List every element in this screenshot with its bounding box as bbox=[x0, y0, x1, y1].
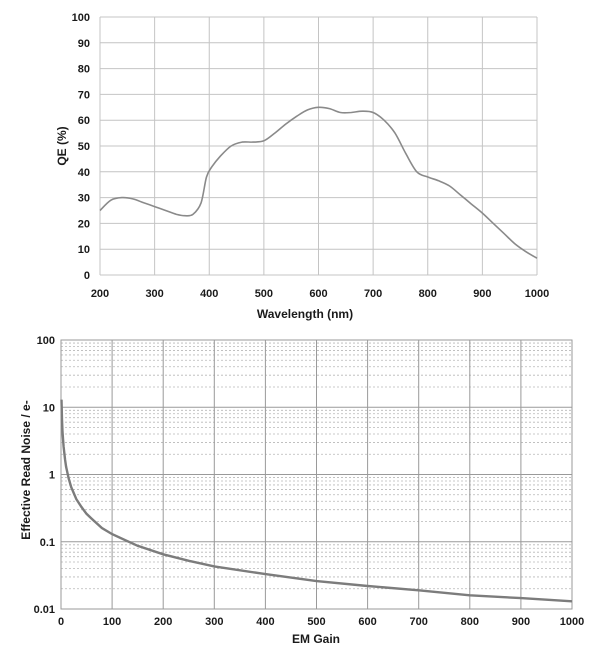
noise-x-tick-label: 600 bbox=[358, 616, 376, 628]
qe-x-tick-label: 700 bbox=[364, 288, 382, 300]
noise-y-tick-label: 1 bbox=[49, 470, 55, 482]
qe-grid bbox=[99, 16, 538, 276]
noise-y-tick-label: 100 bbox=[37, 335, 55, 347]
qe-x-tick-label: 400 bbox=[200, 288, 218, 300]
qe-x-tick-label: 300 bbox=[145, 288, 163, 300]
qe-x-tick-label: 200 bbox=[91, 288, 109, 300]
qe-y-axis-title: QE (%) bbox=[55, 126, 69, 165]
qe-x-tick-label: 1000 bbox=[525, 288, 549, 300]
noise-x-tick-label: 300 bbox=[205, 616, 223, 628]
qe-y-tick-label: 70 bbox=[78, 89, 90, 101]
noise-curve bbox=[60, 399, 573, 603]
qe-x-tick-label: 800 bbox=[419, 288, 437, 300]
noise-y-tick-label: 0.1 bbox=[40, 537, 55, 549]
noise-x-tick-label: 100 bbox=[103, 616, 121, 628]
qe-y-tick-label: 0 bbox=[84, 270, 90, 282]
qe-x-tick-label: 500 bbox=[255, 288, 273, 300]
noise-x-tick-label: 200 bbox=[154, 616, 172, 628]
qe-y-tick-label: 100 bbox=[72, 12, 90, 24]
noise-y-tick-labels: 0.01 0.1 1 10 100 bbox=[34, 335, 55, 616]
noise-x-tick-label: 500 bbox=[307, 616, 325, 628]
qe-y-tick-label: 20 bbox=[78, 218, 90, 230]
noise-x-tick-label: 900 bbox=[512, 616, 530, 628]
noise-x-axis-title: EM Gain bbox=[292, 632, 340, 646]
qe-y-tick-labels: 0 10 20 30 40 50 60 70 80 90 100 bbox=[72, 12, 90, 282]
noise-x-tick-label: 0 bbox=[58, 616, 64, 628]
noise-x-tick-label: 700 bbox=[410, 616, 428, 628]
qe-chart: 0 10 20 30 40 50 60 70 80 90 100 200 300 400 500 600 70… bbox=[55, 12, 549, 321]
noise-chart: 0.01 0.1 1 10 100 0 100 200 300 400 500 600 700 800 9… bbox=[19, 335, 584, 646]
qe-y-tick-label: 40 bbox=[78, 167, 90, 179]
qe-y-tick-label: 80 bbox=[78, 64, 90, 76]
qe-x-tick-label: 900 bbox=[473, 288, 491, 300]
noise-y-tick-label: 10 bbox=[43, 402, 55, 414]
noise-y-tick-label: 0.01 bbox=[34, 604, 55, 616]
noise-plot-frame bbox=[60, 339, 573, 610]
noise-y-axis-title: Effective Read Noise / e- bbox=[19, 400, 33, 539]
noise-x-tick-labels: 0 100 200 300 400 500 600 700 800 900 1000 bbox=[58, 616, 584, 628]
qe-x-tick-label: 600 bbox=[309, 288, 327, 300]
noise-grid bbox=[60, 339, 573, 610]
qe-y-tick-label: 50 bbox=[78, 141, 90, 153]
qe-curve bbox=[99, 106, 538, 259]
qe-x-axis-title: Wavelength (nm) bbox=[257, 307, 353, 321]
qe-x-tick-labels: 200 300 400 500 600 700 800 900 1000 bbox=[91, 288, 549, 300]
noise-x-tick-label: 800 bbox=[461, 616, 479, 628]
noise-x-tick-label: 400 bbox=[256, 616, 274, 628]
noise-x-tick-label: 1000 bbox=[560, 616, 584, 628]
qe-y-tick-label: 60 bbox=[78, 115, 90, 127]
qe-y-tick-label: 30 bbox=[78, 193, 90, 205]
qe-y-tick-label: 10 bbox=[78, 244, 90, 256]
qe-y-tick-label: 90 bbox=[78, 38, 90, 50]
